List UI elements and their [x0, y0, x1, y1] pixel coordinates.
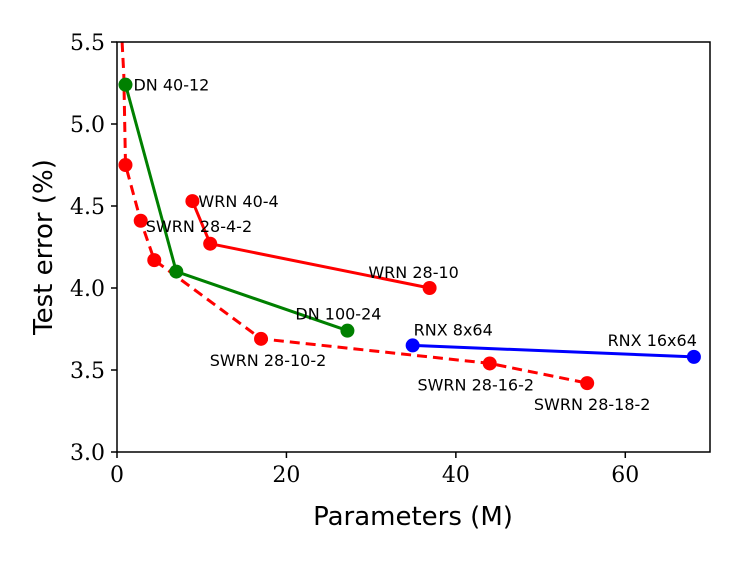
point-wrn-0 — [185, 194, 200, 209]
point-swrn-1 — [133, 213, 148, 228]
x-tick-label: 20 — [272, 463, 300, 488]
point-swrn-5 — [580, 376, 595, 391]
data-label-wrn-28-10: WRN 28-10 — [368, 263, 458, 282]
series-line-swrn-dashed — [120, 42, 588, 385]
y-tick-label: 4.0 — [70, 277, 105, 302]
x-tick-label: 60 — [611, 463, 639, 488]
point-dn-1 — [169, 264, 184, 279]
y-tick-label: 5.0 — [70, 113, 105, 138]
data-label-swrn-28-10-2: SWRN 28-10-2 — [210, 351, 327, 370]
point-swrn-3 — [254, 331, 269, 346]
point-dn-2 — [340, 323, 355, 338]
data-label-dn-100-24: DN 100-24 — [295, 305, 381, 324]
point-swrn-2 — [147, 253, 162, 268]
data-labels: SWRN 28-4-2 SWRN 28-10-2 SWRN 28-16-2SWRN … — [133, 76, 696, 414]
y-tick-label: 3.0 — [70, 441, 105, 466]
point-rnx-0 — [405, 338, 420, 353]
y-tick-label: 3.5 — [70, 359, 105, 384]
point-wrn-2 — [422, 281, 437, 295]
data-label-rnx-8x64: RNX 8x64 — [414, 320, 493, 339]
data-label-swrn-28-16-2: SWRN 28-16-2 — [417, 375, 534, 394]
series-markers — [118, 77, 701, 391]
plot-area: SWRN 28-4-2 SWRN 28-10-2 SWRN 28-16-2SWRN … — [118, 42, 701, 414]
x-tick-label: 40 — [442, 463, 470, 488]
point-dn-0 — [118, 77, 133, 92]
y-axis-title: Test error (%) — [29, 159, 59, 336]
data-label-rnx-16x64: RNX 16x64 — [608, 331, 697, 350]
point-swrn-0 — [118, 158, 133, 172]
y-axis: 3.0 3.5 4.0 4.5 5.0 5.5 — [70, 31, 117, 466]
y-tick-label: 5.5 — [70, 31, 105, 56]
x-axis-title: Parameters (M) — [313, 502, 513, 532]
series-line-rnx — [412, 343, 694, 359]
point-rnx-1 — [686, 349, 701, 364]
data-label-swrn-28-18-2: SWRN 28-18-2 — [534, 395, 651, 414]
point-wrn-1 — [203, 236, 218, 251]
x-tick-label: 0 — [110, 463, 124, 488]
data-label-dn-40-12: DN 40-12 — [133, 76, 209, 95]
data-label-wrn-40-4: WRN 40-4 — [198, 192, 278, 211]
point-swrn-4 — [482, 356, 497, 371]
data-label-swrn-28-4-2: SWRN 28-4-2 — [146, 217, 252, 236]
x-axis: 0 20 40 60 — [110, 452, 639, 488]
plot-frame — [116, 41, 711, 453]
y-tick-label: 4.5 — [70, 195, 105, 220]
